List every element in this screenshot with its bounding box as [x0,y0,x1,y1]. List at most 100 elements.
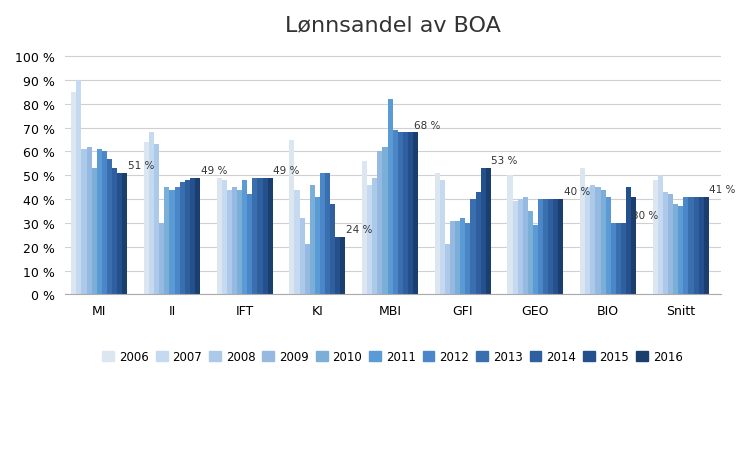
Bar [77,81,81,295]
Bar [123,174,127,295]
Bar [668,195,673,295]
Bar [559,200,563,295]
Text: 30 %: 30 % [632,211,658,221]
Bar [653,181,658,295]
Legend: 2006, 2007, 2008, 2009, 2010, 2011, 2012, 2013, 2014, 2015, 2016: 2006, 2007, 2008, 2009, 2010, 2011, 2012… [98,345,687,368]
Text: 49 %: 49 % [201,166,227,175]
Bar [86,147,92,295]
Bar [689,197,693,295]
Bar [71,93,77,295]
Bar [165,188,169,295]
Bar [580,169,585,295]
Bar [180,183,185,295]
Bar [299,219,305,295]
Bar [626,188,631,295]
Bar [460,219,465,295]
Bar [378,152,383,295]
Text: 24 %: 24 % [346,225,372,235]
Bar [222,181,227,295]
Bar [320,174,325,295]
Bar [596,188,601,295]
Bar [117,174,123,295]
Bar [107,159,112,295]
Bar [605,197,611,295]
Bar [678,207,684,295]
Bar [310,185,315,295]
Bar [372,178,378,295]
Bar [144,143,149,295]
Bar [383,147,387,295]
Bar [195,178,200,295]
Title: Lønnsandel av BOA: Lønnsandel av BOA [285,15,501,35]
Bar [631,197,636,295]
Bar [403,133,408,295]
Bar [92,169,97,295]
Bar [325,174,330,295]
Bar [513,202,517,295]
Bar [367,185,372,295]
Bar [227,190,232,295]
Bar [543,200,548,295]
Bar [440,181,445,295]
Bar [455,221,460,295]
Bar [486,169,491,295]
Text: 68 %: 68 % [414,120,440,130]
Bar [548,200,553,295]
Bar [601,190,605,295]
Bar [169,190,174,295]
Bar [621,223,626,295]
Bar [217,178,222,295]
Bar [699,197,704,295]
Bar [257,178,262,295]
Bar [413,133,418,295]
Bar [663,193,668,295]
Bar [398,133,403,295]
Bar [387,100,393,295]
Bar [475,193,481,295]
Bar [112,169,117,295]
Bar [149,133,154,295]
Bar [315,197,320,295]
Bar [341,238,345,295]
Bar [465,223,471,295]
Bar [268,178,273,295]
Bar [247,195,253,295]
Bar [253,178,257,295]
Text: 40 %: 40 % [564,187,590,197]
Bar [508,176,513,295]
Bar [553,200,559,295]
Bar [174,188,180,295]
Bar [590,185,596,295]
Bar [435,174,440,295]
Bar [81,150,86,295]
Text: 49 %: 49 % [273,166,299,175]
Bar [290,140,295,295]
Bar [335,238,341,295]
Bar [262,178,268,295]
Bar [154,145,159,295]
Bar [190,178,195,295]
Bar [533,226,538,295]
Bar [611,223,616,295]
Bar [585,188,590,295]
Bar [450,221,455,295]
Bar [159,223,165,295]
Bar [481,169,486,295]
Text: 53 %: 53 % [491,156,517,166]
Bar [523,197,528,295]
Bar [693,197,699,295]
Bar [704,197,709,295]
Bar [538,200,543,295]
Bar [232,188,237,295]
Bar [408,133,413,295]
Text: 51 %: 51 % [128,161,154,170]
Bar [528,212,533,295]
Bar [658,176,663,295]
Bar [362,161,367,295]
Bar [684,197,689,295]
Bar [237,190,242,295]
Bar [330,204,335,295]
Text: 41 %: 41 % [709,184,735,194]
Bar [471,200,475,295]
Bar [673,204,678,295]
